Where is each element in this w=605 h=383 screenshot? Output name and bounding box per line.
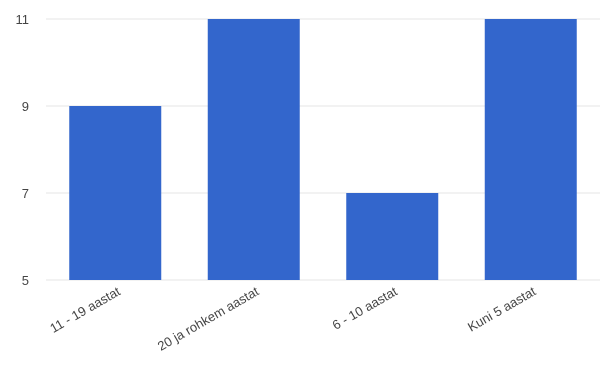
x-category-label: 20 ja rohkem aastat: [155, 283, 262, 353]
x-category-label: Kuni 5 aastat: [465, 283, 539, 334]
bar-1[interactable]: [69, 106, 162, 280]
x-axis-labels: 11 - 19 aastat 20 ja rohkem aastat 6 - 10 …: [47, 283, 538, 353]
bar-4[interactable]: [484, 19, 577, 280]
y-tick-label: 5: [22, 273, 29, 288]
x-category-label: 6 - 10 aastat: [330, 283, 400, 332]
bar-2[interactable]: [207, 19, 300, 280]
y-tick-label: 11: [16, 12, 30, 27]
y-tick-label: 9: [22, 99, 29, 114]
y-tick-label: 7: [22, 186, 29, 201]
bar-3[interactable]: [346, 193, 439, 280]
y-axis-ticks: 5 7 9 11: [16, 12, 30, 288]
bars: [69, 19, 577, 280]
x-category-label: 11 - 19 aastat: [47, 283, 123, 335]
